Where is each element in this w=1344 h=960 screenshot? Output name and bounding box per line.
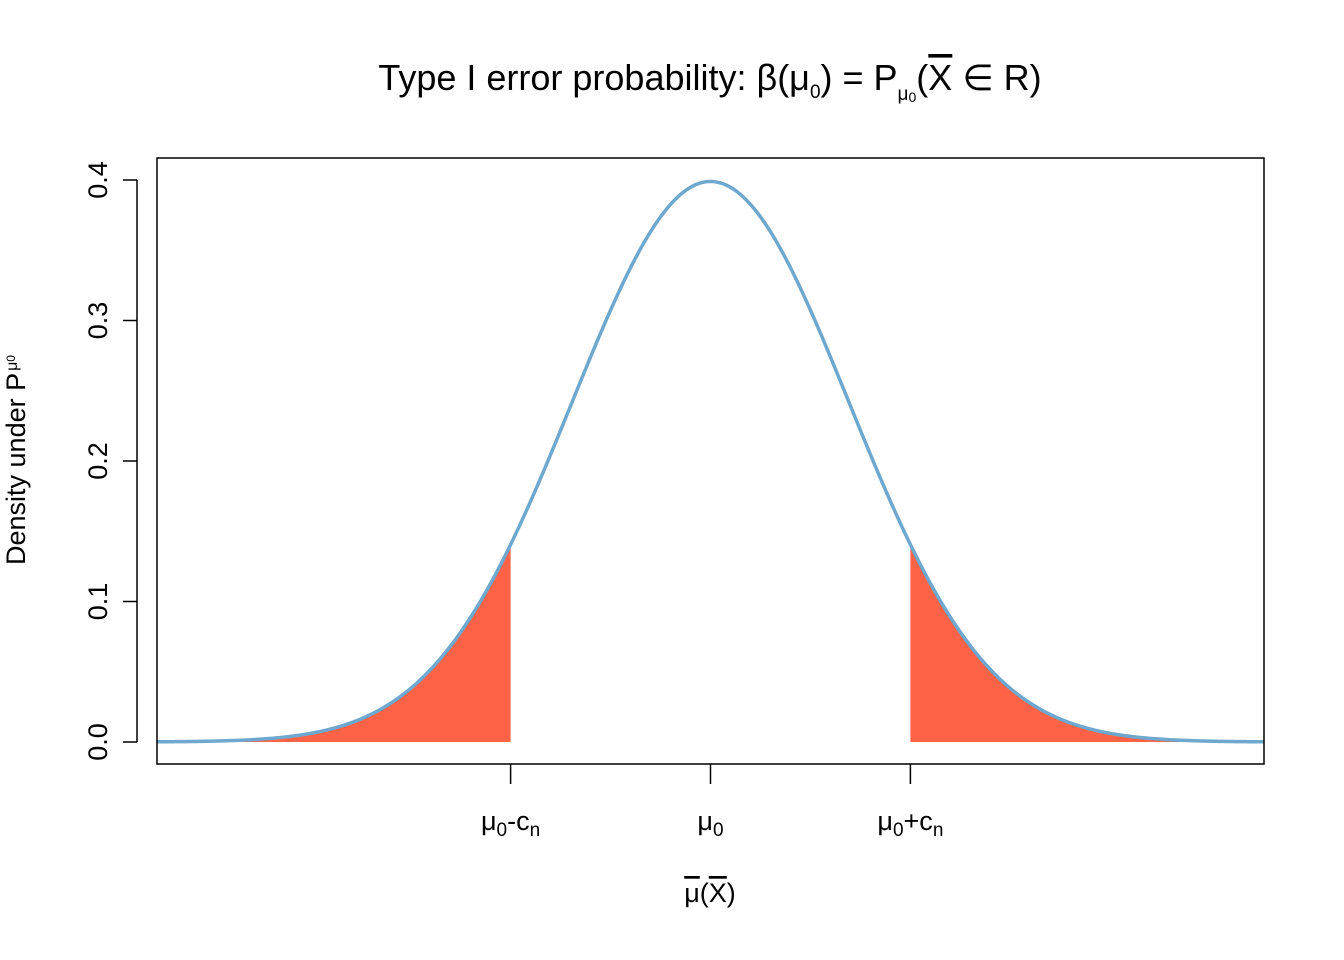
x-tick-label: μ0: [697, 806, 723, 841]
y-tick-label: 0.3: [83, 302, 113, 340]
y-axis-label: Density under Pμ0: [1, 355, 31, 565]
x-tick-label: μ0-cn: [481, 806, 540, 841]
x-axis-label: μ(X): [684, 878, 736, 908]
chart-title: Type I error probability: β(μ0) = Pμ0(X …: [378, 57, 1041, 105]
title-xbar: X: [928, 57, 952, 98]
y-axis: 0.0 0.1 0.2 0.3 0.4: [83, 161, 138, 761]
rejection-region-fills: [157, 544, 1264, 742]
x-axis: μ0-cn μ0 μ0+cn: [481, 764, 943, 841]
y-tick-label: 0.0: [83, 723, 113, 761]
rejection-region-left: [157, 544, 511, 742]
rejection-region-right: [910, 544, 1264, 742]
x-tick-label: μ0+cn: [877, 806, 943, 841]
y-tick-label: 0.2: [83, 442, 113, 480]
plot-frame: [156, 157, 1265, 765]
y-tick-label: 0.1: [83, 583, 113, 621]
y-tick-label: 0.4: [83, 161, 113, 199]
density-curve: [156, 179, 1265, 744]
density-curve-group: [156, 179, 1265, 744]
